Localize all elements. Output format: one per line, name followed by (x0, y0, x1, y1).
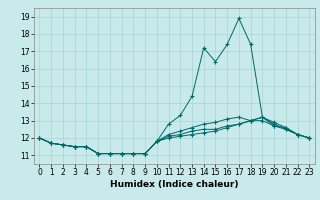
X-axis label: Humidex (Indice chaleur): Humidex (Indice chaleur) (110, 180, 239, 189)
